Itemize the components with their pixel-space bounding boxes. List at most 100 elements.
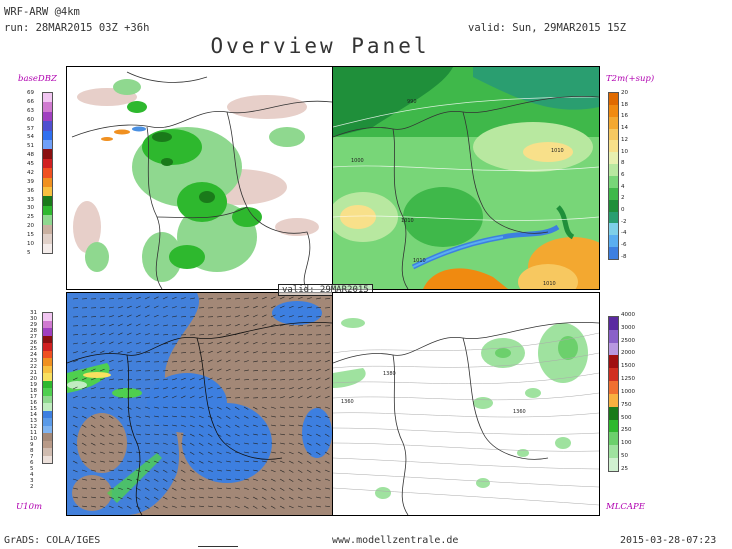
scale-tick: 750	[621, 401, 632, 408]
scale-tick: 16	[621, 113, 628, 120]
label-t2m: T2m(+sup)	[606, 74, 655, 84]
scale-tick: 1250	[621, 376, 635, 383]
scale-tick: 24	[30, 352, 37, 358]
footer-timestamp: 2015-03-28-07:23	[620, 535, 717, 546]
scale-tick: 25	[30, 346, 37, 352]
scale-tick: 14	[30, 412, 37, 418]
scale-tick: 500	[621, 414, 632, 421]
scale-tick: 8	[621, 160, 625, 167]
scale-tick: 21	[30, 370, 37, 376]
scale-tick: -6	[621, 242, 627, 249]
scale-tick: 28	[30, 328, 37, 334]
wind-colorbar	[42, 312, 53, 464]
isobar-label-4: 1010	[401, 218, 414, 224]
contour-label-3: 1360	[513, 409, 526, 415]
scale-tick: 2	[621, 195, 625, 202]
scale-tick: 30	[27, 205, 34, 212]
scale-tick: 5	[30, 466, 34, 472]
scale-tick: 25	[27, 214, 34, 221]
radar-map-panel[interactable]	[66, 66, 333, 290]
scale-tick: 10	[621, 148, 628, 155]
scale-tick: 39	[27, 178, 34, 185]
footer-credit: GrADS: COLA/IGES	[4, 535, 101, 546]
scale-tick: 12	[621, 136, 628, 143]
scale-tick: 4	[621, 183, 625, 190]
scale-tick: 33	[27, 196, 34, 203]
scale-tick: 57	[27, 125, 34, 132]
scale-tick: 4000	[621, 312, 635, 318]
scale-tick: 3	[30, 478, 34, 484]
scale-tick: 51	[27, 143, 34, 150]
footer-website[interactable]: www.modellzentrale.de	[332, 535, 459, 546]
scale-tick: 19	[30, 382, 37, 388]
scale-tick: 6	[621, 171, 625, 178]
scale-tick: 7	[30, 454, 34, 460]
scale-tick: 3000	[621, 324, 635, 331]
cape-map-panel[interactable]: 1380 1360 1360	[332, 292, 600, 516]
isobar-label-3: 1010	[551, 148, 564, 154]
contour-label-1: 1380	[383, 371, 396, 377]
scale-tick: 26	[30, 340, 37, 346]
scale-tick: 100	[621, 440, 632, 447]
scale-tick: 50	[621, 453, 628, 460]
scale-tick: 30	[30, 316, 37, 322]
scale-tick: 1500	[621, 363, 635, 370]
cape-scale-labels: 4000 3000 2500 2000 1500 1250 1000 750 500 250 100…	[621, 312, 635, 472]
scale-tick: 5	[27, 249, 31, 256]
label-basedbz: baseDBZ	[18, 74, 57, 84]
scale-tick: 17	[30, 394, 37, 400]
scale-tick: 2	[30, 484, 34, 490]
scale-tick: 18	[30, 388, 37, 394]
scale-tick: 10	[27, 240, 34, 247]
scale-tick: 29	[30, 322, 37, 328]
footer-arrow	[198, 546, 238, 547]
scale-tick: 1000	[621, 388, 635, 395]
scale-tick: -4	[621, 230, 627, 237]
scale-tick: 54	[27, 134, 34, 141]
t2m-colorbar	[608, 92, 619, 260]
wind-map-panel[interactable]	[66, 292, 333, 516]
scale-tick: 69	[27, 90, 34, 96]
scale-tick: 10	[30, 436, 37, 442]
scale-tick: 2000	[621, 350, 635, 357]
scale-tick: 16	[30, 400, 37, 406]
scale-tick: 4	[30, 472, 34, 478]
dbz-scale-labels: 69 66 63 60 57 54 51 48 45 42 39 36 33 30 25 20 15 10 5	[27, 90, 34, 256]
scale-tick: 42	[27, 169, 34, 176]
label-mlcape: MLCAPE	[606, 502, 645, 512]
scale-tick: 13	[30, 418, 37, 424]
scale-tick: 18	[621, 101, 628, 108]
scale-tick: 14	[621, 125, 628, 132]
contour-label-2: 1360	[341, 399, 354, 405]
scale-tick: 20	[30, 376, 37, 382]
scale-tick: 31	[30, 310, 37, 316]
run-label: run: 28MAR2015 03Z +36h	[4, 22, 150, 34]
scale-tick: 8	[30, 448, 34, 454]
scale-tick: 36	[27, 187, 34, 194]
scale-tick: 66	[27, 98, 34, 105]
label-u10m: U10m	[16, 502, 43, 512]
scale-tick: 63	[27, 107, 34, 114]
scale-tick: 11	[30, 430, 37, 436]
scale-tick: 60	[27, 116, 34, 123]
scale-tick: 23	[30, 358, 37, 364]
scale-tick: 20	[27, 223, 34, 230]
scale-tick: 15	[30, 406, 37, 412]
scale-tick: 22	[30, 364, 37, 370]
isobar-label-5: 1010	[413, 258, 426, 264]
isobar-label-6: 1010	[543, 281, 556, 287]
model-label: WRF-ARW @4km	[4, 6, 80, 18]
scale-tick: 15	[27, 232, 34, 238]
scale-tick: 48	[27, 152, 34, 159]
scale-tick: 27	[30, 334, 37, 340]
isobar-label-1: 990	[407, 99, 417, 105]
scale-tick: 20	[621, 90, 628, 96]
scale-tick: 0	[621, 207, 625, 214]
scale-tick: 45	[27, 161, 34, 167]
scale-tick: 2500	[621, 337, 635, 344]
scale-tick: 250	[621, 427, 632, 434]
temperature-map-panel[interactable]: 990 1000 1010 1010 1010 1010	[332, 66, 600, 290]
scale-tick: -2	[621, 218, 627, 225]
t2m-scale-labels: 20 18 16 14 12 10 8 6 4 2 0 -2 -4 -6 -8	[621, 90, 628, 260]
cape-colorbar	[608, 316, 619, 472]
